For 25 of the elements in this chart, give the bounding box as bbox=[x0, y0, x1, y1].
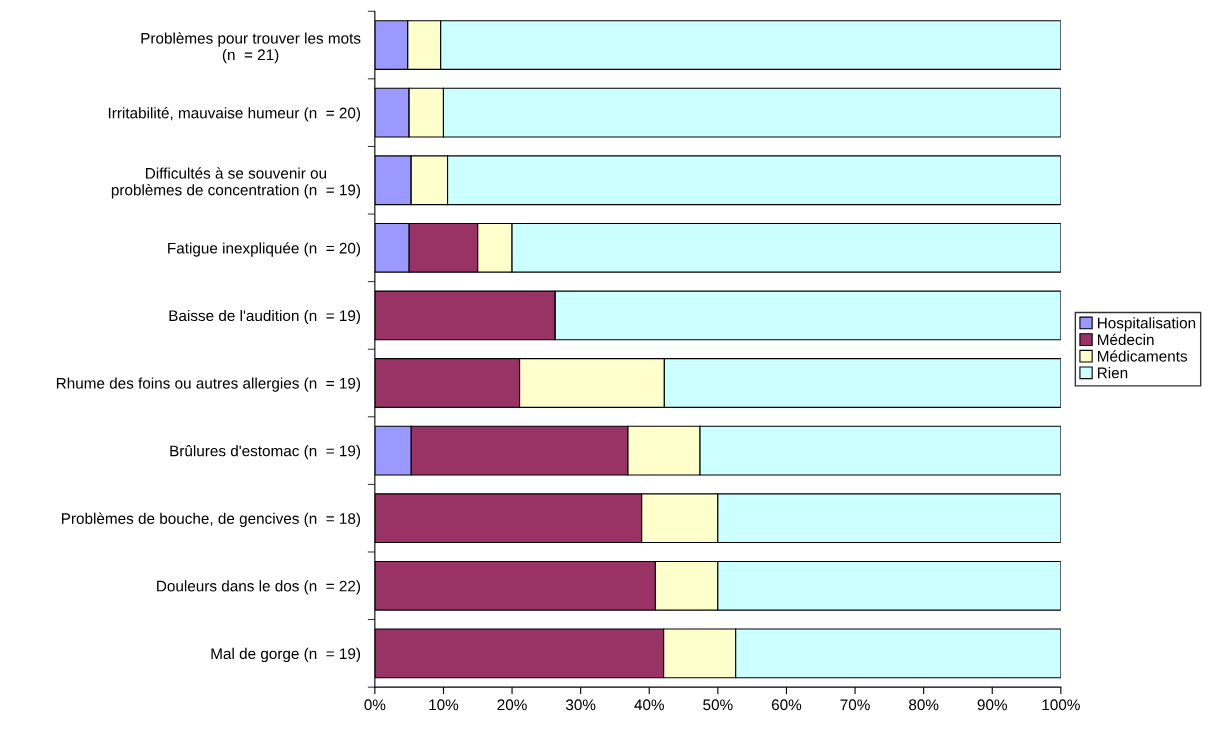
y-tick-label: Fatigue inexpliquée (n = 20) bbox=[168, 242, 361, 257]
y-tick-label: Difficultés à se souvenir ou problèmes de concentration (n = 19) bbox=[111, 167, 361, 199]
y-tick-label: Problèmes de bouche, de gencives (n = 18) bbox=[62, 512, 361, 527]
legend-label: Hospitalisation bbox=[1097, 317, 1196, 332]
x-tick-label: 100% bbox=[1042, 699, 1080, 711]
x-tick-label: 70% bbox=[840, 699, 870, 711]
y-tick-label: Brûlures d'estomac (n = 19) bbox=[170, 445, 361, 460]
x-tick-label: 30% bbox=[565, 699, 596, 711]
x-tick-label: 50% bbox=[703, 699, 733, 711]
legend-label: Médicaments bbox=[1097, 350, 1188, 362]
y-tick-label: Rhume des foins ou autres allergies (n = 19) bbox=[56, 377, 361, 392]
y-tick-label: Irritabilité, mauvaise humeur (n = 20) bbox=[108, 107, 361, 122]
x-tick-label: 40% bbox=[634, 699, 664, 711]
x-tick-label: 10% bbox=[429, 699, 459, 711]
legend-label: Médecin bbox=[1097, 333, 1154, 346]
x-tick-label: 90% bbox=[977, 699, 1007, 711]
y-tick-label: Mal de gorge (n = 19) bbox=[211, 647, 361, 663]
legend-label: Rien bbox=[1097, 367, 1128, 379]
x-tick-label: 20% bbox=[497, 699, 527, 711]
x-tick-label: 0% bbox=[364, 699, 386, 711]
y-tick-label: Douleurs dans le dos (n = 22) bbox=[157, 580, 361, 595]
x-tick-label: 60% bbox=[771, 699, 802, 711]
x-tick-label: 80% bbox=[909, 699, 939, 711]
y-tick-label: Baisse de l'audition (n = 19) bbox=[169, 309, 361, 325]
y-tick-label: Problèmes pour trouver les mots (n = 21) bbox=[141, 32, 361, 64]
